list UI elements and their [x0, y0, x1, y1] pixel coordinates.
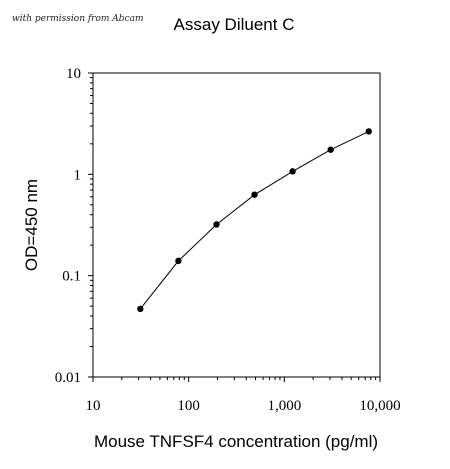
x-axis-label: Mouse TNFSF4 concentration (pg/ml)	[94, 432, 378, 451]
x-tick-label: 100	[177, 398, 200, 414]
y-tick-label: 0.1	[62, 269, 81, 285]
x-tick-label: 10,000	[359, 398, 400, 414]
y-tick-label: 1	[74, 167, 82, 183]
y-tick-label: 10	[66, 66, 81, 82]
x-tick-labels: 10 100 1,000 10,000	[86, 398, 401, 414]
data-points	[137, 128, 372, 313]
chart-title: Assay Diluent C	[174, 15, 295, 34]
plot-area	[92, 72, 381, 378]
data-point	[289, 168, 296, 175]
y-tick-labels: 0.01 0.1 1 10	[55, 66, 81, 386]
y-tick-label: 0.01	[55, 370, 81, 386]
x-tick-label: 10	[86, 398, 101, 414]
data-point	[213, 221, 220, 228]
series-line	[139, 130, 370, 310]
data-point	[327, 146, 334, 153]
data-point	[175, 257, 182, 265]
data-point	[137, 305, 144, 313]
data-point	[365, 128, 372, 135]
x-tick-label: 1,000	[267, 398, 301, 414]
permission-credit: with permission from Abcam	[12, 14, 144, 24]
data-point	[251, 191, 258, 198]
y-axis-label: OD=450 nm	[22, 179, 41, 271]
axis-ticks	[88, 72, 381, 382]
